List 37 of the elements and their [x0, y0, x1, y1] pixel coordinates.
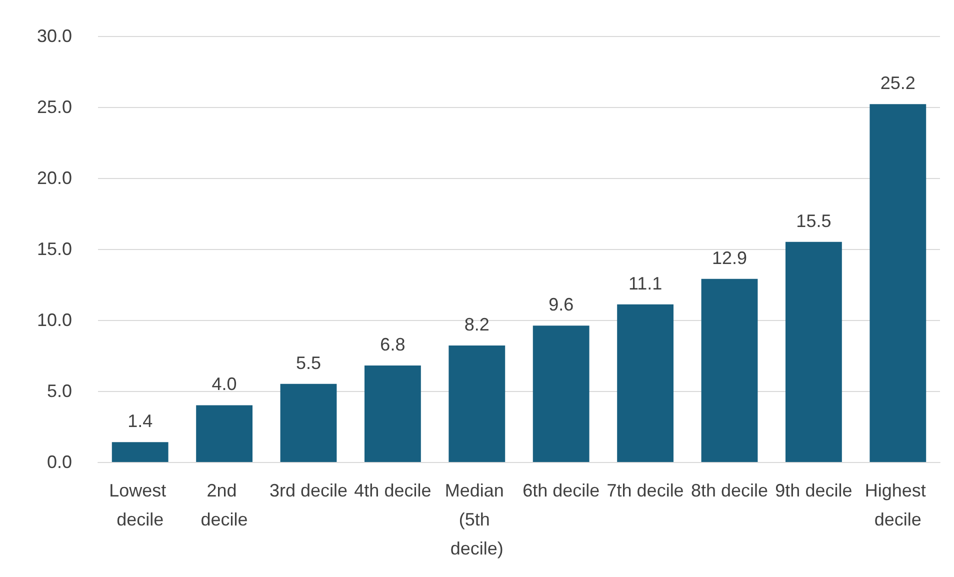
x-tick-label: 4th decile [354, 480, 432, 500]
data-label: 6.8 [380, 334, 406, 354]
x-tick-label: 6th decile [522, 480, 600, 500]
y-tick-label: 10.0 [36, 310, 72, 330]
y-tick-label: 20.0 [36, 168, 72, 188]
bar [196, 405, 253, 462]
data-label: 5.5 [296, 352, 322, 373]
x-tick-label: Lowest decile [109, 480, 172, 530]
y-tick-label: 15.0 [36, 239, 72, 259]
bar [448, 346, 506, 462]
data-label: 4.0 [212, 374, 237, 394]
x-tick-label: 7th decile [606, 480, 684, 500]
data-label: 15.5 [796, 210, 832, 231]
x-tick-label: 9th decile [775, 480, 852, 500]
data-label: 12.9 [712, 248, 748, 268]
y-tick-label: 25.0 [36, 97, 72, 117]
bar [112, 442, 168, 462]
bar [701, 278, 758, 462]
y-tick-label: 5.0 [46, 381, 72, 401]
data-label: 11.1 [628, 273, 662, 294]
bar [617, 304, 674, 462]
data-label: 8.2 [464, 314, 490, 335]
bar [870, 104, 926, 462]
y-tick-label: 0.0 [46, 452, 72, 472]
x-tick-label: Median (5th decile) [444, 480, 509, 558]
data-label: 9.6 [548, 294, 574, 315]
x-tick-label: Highest decile [864, 480, 931, 530]
data-label: 1.4 [128, 411, 153, 432]
y-tick-label: 30.0 [36, 26, 72, 46]
bar [785, 242, 842, 462]
x-tick-label: 8th decile [690, 480, 768, 500]
bar [532, 326, 590, 462]
bar [364, 365, 421, 462]
x-tick-label: 2nd decile [200, 480, 248, 530]
bar [280, 384, 337, 462]
data-label: 25.2 [880, 73, 916, 94]
x-tick-label: 3rd decile [269, 480, 348, 500]
